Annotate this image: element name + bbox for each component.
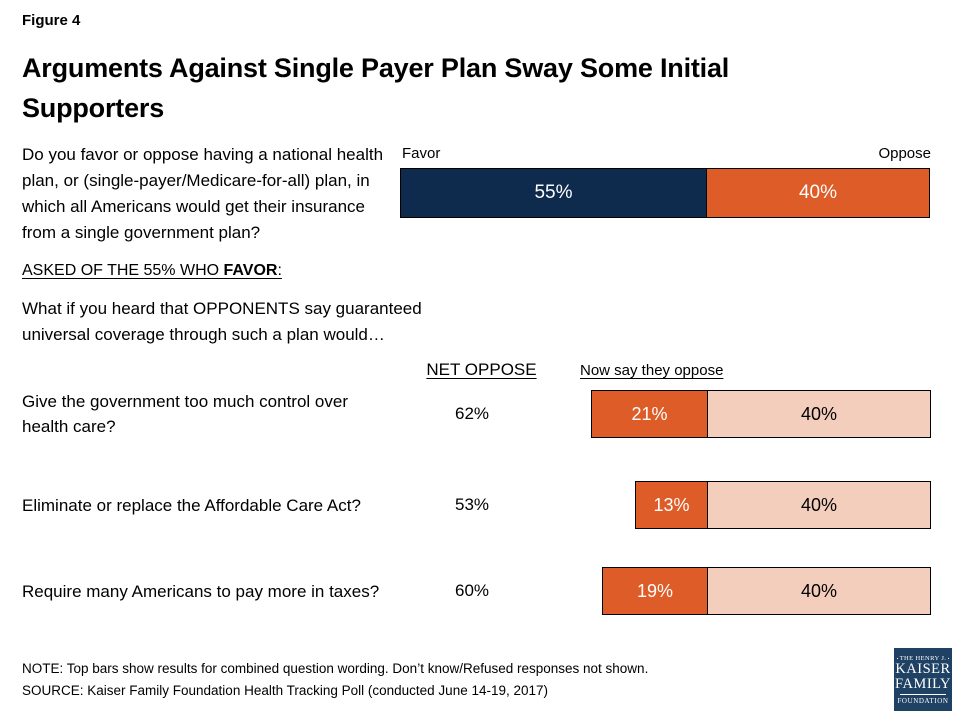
logo-henry-j-text: THE HENRY J. bbox=[899, 655, 947, 662]
now-oppose-segment: 13% bbox=[635, 481, 708, 529]
row-stacked-bar: 13% 40% bbox=[635, 481, 931, 529]
net-value: 60% bbox=[454, 581, 490, 600]
initial-oppose-segment: 40% bbox=[707, 481, 931, 529]
now-oppose-segment: 21% bbox=[591, 390, 708, 438]
row-stacked-bar: 21% 40% bbox=[591, 390, 931, 438]
kff-foundation-logo: THE HENRY J. KAISER FAMILY FOUNDATION bbox=[894, 648, 952, 711]
logo-top-line: THE HENRY J. bbox=[897, 655, 950, 662]
table-row: Require many Americans to pay more in ta… bbox=[0, 567, 960, 615]
figure-label: Figure 4 bbox=[22, 12, 81, 29]
oppose-value-label: 40% bbox=[798, 182, 838, 203]
table-row: Eliminate or replace the Affordable Care… bbox=[0, 481, 960, 529]
now-oppose-value-label: 19% bbox=[636, 580, 674, 601]
row-label: Require many Americans to pay more in ta… bbox=[22, 581, 380, 601]
favor-value-label: 55% bbox=[534, 182, 573, 203]
now-oppose-value-label: 21% bbox=[631, 403, 668, 424]
oppose-bar-segment: 40% bbox=[706, 168, 930, 218]
row-label: Eliminate or replace the Affordable Care… bbox=[22, 495, 361, 515]
favor-caption: Favor bbox=[402, 145, 441, 162]
net-oppose-header: NET OPPOSE bbox=[426, 360, 537, 379]
top-question-text: Do you favor or oppose having a national… bbox=[22, 145, 384, 242]
net-value: 62% bbox=[454, 404, 490, 423]
asked-of-bold: FAVOR bbox=[223, 262, 278, 279]
favor-bar-segment: 55% bbox=[400, 168, 707, 218]
table-row: Give the government too much control ove… bbox=[0, 390, 960, 438]
asked-of-line: ASKED OF THE 55% WHO FAVOR: bbox=[22, 262, 282, 280]
row-label: Give the government too much control ove… bbox=[22, 392, 348, 436]
row-stacked-bar: 19% 40% bbox=[602, 567, 931, 615]
logo-divider-rule bbox=[899, 694, 947, 695]
initial-oppose-value-label: 40% bbox=[800, 580, 838, 601]
asked-of-suffix: : bbox=[277, 262, 282, 279]
footer-notes: NOTE: Top bars show results for combined… bbox=[22, 658, 648, 701]
logo-family-text: FAMILY bbox=[894, 676, 952, 692]
initial-oppose-segment: 40% bbox=[707, 567, 931, 615]
source-line: SOURCE: Kaiser Family Foundation Health … bbox=[22, 682, 549, 698]
now-oppose-value-label: 13% bbox=[653, 494, 690, 515]
logo-foundation-text: FOUNDATION bbox=[897, 697, 949, 705]
initial-oppose-value-label: 40% bbox=[800, 403, 838, 424]
logo-rule-right bbox=[948, 658, 950, 659]
initial-oppose-value-label: 40% bbox=[800, 494, 838, 515]
note-line: NOTE: Top bars show results for combined… bbox=[22, 661, 649, 676]
oppose-caption: Oppose bbox=[878, 145, 931, 162]
initial-oppose-segment: 40% bbox=[707, 390, 931, 438]
logo-rule-left bbox=[897, 658, 898, 659]
asked-of-prefix: ASKED OF THE 55% WHO bbox=[22, 262, 224, 279]
favor-oppose-stacked-bar: 55% 40% bbox=[400, 168, 930, 218]
followup-question-text: What if you heard that OPPONENTS say gua… bbox=[22, 299, 422, 344]
now-oppose-segment: 19% bbox=[602, 567, 708, 615]
now-say-oppose-header: Now say they oppose bbox=[580, 362, 724, 379]
logo-kaiser-text: KAISER bbox=[895, 661, 951, 677]
chart-title: Arguments Against Single Payer Plan Sway… bbox=[22, 53, 730, 123]
net-value: 53% bbox=[454, 495, 490, 514]
